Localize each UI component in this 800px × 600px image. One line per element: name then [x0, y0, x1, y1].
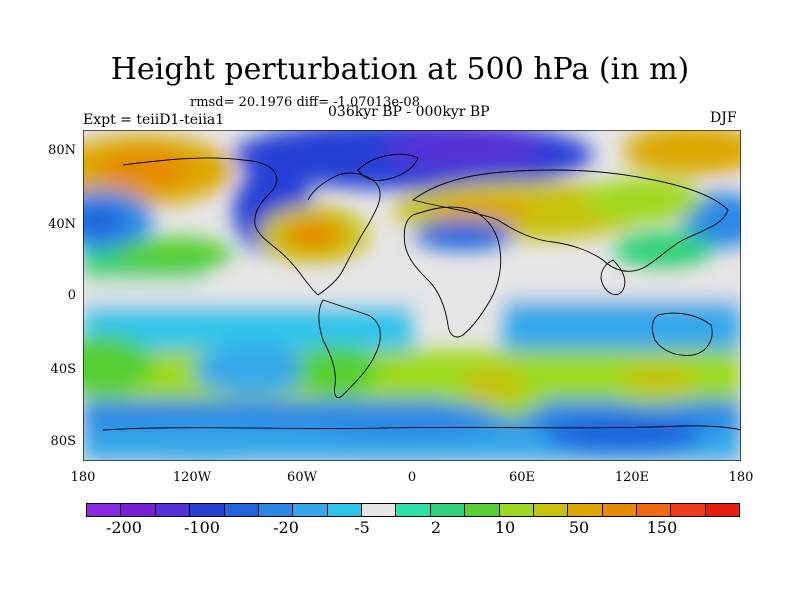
- colorbar-label: -200: [106, 518, 142, 537]
- lat-label-80n: 80N: [48, 143, 76, 158]
- colorbar-swatch-18: [705, 504, 740, 516]
- coastlines: [102, 153, 741, 431]
- anomaly-field: [83, 130, 741, 461]
- experiment-label: Expt = teiiD1-teiia1: [83, 112, 225, 128]
- australia: [651, 312, 713, 356]
- lon-label-60e: 60E: [508, 470, 536, 485]
- colorbar-swatch-12: [499, 504, 534, 516]
- colorbar-swatch-16: [637, 504, 672, 516]
- colorbar-swatch-10: [430, 504, 466, 516]
- colorbar-swatch-4: [224, 504, 259, 516]
- colorbar-swatch-15: [602, 504, 637, 516]
- lon-label-0: 0: [407, 470, 417, 485]
- colorbar-swatch-8: [362, 504, 397, 516]
- colorbar-label: 2: [430, 518, 442, 537]
- lat-label-0: 0: [67, 288, 76, 303]
- colorbar-swatch-9: [396, 504, 431, 516]
- south-america: [318, 299, 381, 398]
- southeast-asia: [600, 259, 626, 296]
- colorbar-swatch-3: [190, 504, 225, 516]
- lon-label-60w: 60W: [287, 470, 317, 485]
- lat-label-40s: 40S: [50, 362, 76, 377]
- colorbar-label: 150: [646, 518, 678, 537]
- colorbar-swatch-6: [293, 504, 328, 516]
- period-label: 036kyr BP - 000kyr BP: [328, 104, 490, 120]
- colorbar-swatch-17: [671, 504, 706, 516]
- colorbar-label: -100: [184, 518, 220, 537]
- lon-label-120e: 120E: [614, 470, 650, 485]
- colorbar-swatch-0: [87, 504, 122, 516]
- lon-label-180w: 180: [70, 470, 96, 485]
- colorbar-swatch-14: [568, 504, 603, 516]
- colorbar-swatch-2: [155, 504, 191, 516]
- colorbar-swatch-5: [258, 504, 294, 516]
- lat-label-80s: 80S: [50, 434, 76, 449]
- north-america-east-coast: [307, 172, 381, 296]
- colorbar: [86, 503, 740, 517]
- stats-text: rmsd= 20.1976 diff= -1.07013e-08: [190, 95, 420, 110]
- height-perturbation-map: [83, 130, 741, 461]
- map-title: Height perturbation at 500 hPa (in m): [110, 52, 690, 87]
- colorbar-label: 50: [568, 518, 590, 537]
- greenland: [357, 153, 419, 181]
- season-label: DJF: [710, 110, 737, 126]
- colorbar-swatch-7: [327, 504, 362, 516]
- colorbar-swatch-13: [533, 504, 569, 516]
- eurasia: [411, 169, 729, 272]
- lon-label-180e: 180: [728, 470, 754, 485]
- colorbar-label: -5: [354, 518, 370, 537]
- colorbar-swatch-11: [465, 504, 500, 516]
- colorbar-swatch-1: [121, 504, 156, 516]
- lat-label-40n: 40N: [48, 217, 76, 232]
- lon-label-120w: 120W: [172, 470, 212, 485]
- colorbar-label: 10: [494, 518, 516, 537]
- antarctica-coast: [102, 425, 741, 431]
- colorbar-label: -20: [273, 518, 299, 537]
- north-america-west-coast: [122, 157, 319, 296]
